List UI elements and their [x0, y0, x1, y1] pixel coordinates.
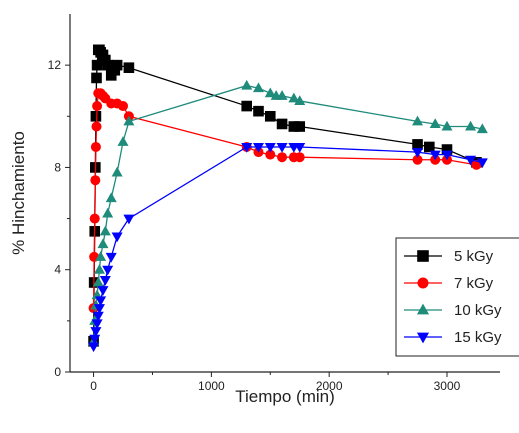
data-point [99, 225, 111, 236]
data-point [89, 334, 101, 345]
legend: 5 kGy 7 kGy 10 kGy 15 kGy [395, 237, 519, 357]
data-point [105, 192, 117, 203]
y-axis-title: % Hinchamiento [9, 131, 28, 255]
data-point [97, 238, 109, 249]
data-point [123, 115, 135, 126]
legend-swatch-marker [416, 303, 430, 315]
data-point [90, 175, 101, 186]
series-10-kgy [88, 79, 488, 346]
y-axis: 0 4 8 12 [48, 58, 70, 379]
data-point [111, 232, 123, 243]
data-point [241, 142, 253, 153]
y-tick-label: 8 [54, 160, 61, 174]
data-point [265, 149, 276, 160]
data-point [252, 82, 264, 93]
data-point [90, 141, 101, 152]
data-point [441, 150, 453, 161]
data-point [92, 101, 103, 112]
data-point [412, 148, 424, 158]
data-point [253, 105, 264, 117]
data-point [441, 120, 453, 131]
data-point [252, 142, 264, 153]
data-point [276, 118, 288, 130]
data-point [111, 59, 123, 71]
data-point [465, 155, 477, 166]
y-tick-label: 4 [54, 263, 61, 277]
data-point [97, 286, 109, 296]
data-point [412, 115, 424, 126]
data-point [91, 121, 102, 132]
legend-swatch-marker [417, 250, 429, 262]
legend-label: 7 kGy [454, 275, 494, 292]
data-point [105, 252, 117, 263]
data-point [89, 213, 100, 224]
data-point [91, 72, 102, 84]
data-point [91, 319, 103, 330]
data-point [424, 141, 435, 153]
series-15-kgy [88, 142, 488, 353]
series-7-kgy [88, 88, 482, 314]
data-point [90, 327, 102, 337]
data-point [294, 142, 306, 153]
data-point [102, 265, 114, 276]
data-point [412, 154, 423, 165]
legend-swatch-marker [416, 332, 430, 344]
data-point [294, 121, 306, 132]
data-point [241, 79, 253, 90]
data-point [93, 263, 105, 274]
data-point [123, 62, 135, 74]
x-tick-label: 1000 [198, 379, 225, 393]
legend-box [395, 237, 519, 357]
x-tick-label: 0 [90, 379, 97, 393]
data-point [277, 152, 288, 163]
data-point [95, 296, 107, 307]
data-point [294, 95, 306, 105]
data-point [429, 118, 441, 128]
data-point [111, 166, 123, 177]
data-point [476, 123, 488, 134]
data-point [264, 87, 276, 98]
data-point [93, 304, 105, 314]
x-axis: 0 1000 2000 3000 [90, 372, 461, 393]
plot-frame [69, 14, 500, 373]
data-point [117, 136, 129, 146]
data-point [471, 159, 482, 170]
x-tick-label: 2000 [316, 379, 343, 393]
x-axis-title: Tiempo (min) [235, 387, 335, 406]
data-point [123, 214, 135, 225]
series-layer [88, 44, 488, 353]
data-point [92, 276, 104, 287]
legend-label: 5 kGy [454, 248, 494, 265]
data-point [276, 90, 288, 100]
data-point [276, 142, 288, 153]
data-point [412, 139, 423, 150]
x-tick-label: 3000 [434, 379, 461, 393]
data-point [264, 142, 276, 153]
data-point [88, 342, 100, 353]
data-point [465, 120, 477, 131]
data-point [264, 110, 276, 122]
data-point [241, 100, 253, 112]
data-point [92, 311, 104, 322]
y-tick-label: 12 [48, 58, 62, 72]
y-tick-label: 0 [54, 365, 61, 379]
data-point [288, 92, 300, 103]
data-point [90, 110, 102, 122]
data-point [118, 101, 129, 112]
data-point [476, 158, 488, 169]
data-point [99, 275, 111, 286]
data-point [102, 207, 114, 218]
legend-swatch-marker [417, 277, 429, 289]
legend-label: 10 kGy [454, 302, 502, 319]
data-point [429, 150, 441, 161]
data-point [95, 251, 107, 261]
legend-label: 15 kGy [454, 329, 502, 346]
data-point [294, 152, 305, 163]
